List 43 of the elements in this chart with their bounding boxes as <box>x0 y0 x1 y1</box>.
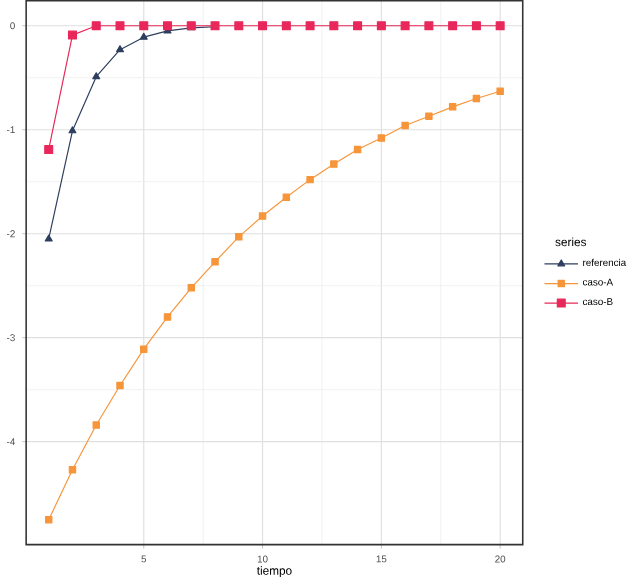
point <box>258 212 267 220</box>
point <box>115 21 125 31</box>
point <box>44 145 54 155</box>
point <box>140 345 148 354</box>
point <box>116 45 124 53</box>
point <box>353 21 363 31</box>
point <box>376 21 386 31</box>
point <box>163 313 172 321</box>
point <box>495 21 505 31</box>
point <box>163 21 173 31</box>
point <box>235 233 243 241</box>
point <box>258 21 268 31</box>
point <box>68 466 77 474</box>
point <box>139 21 149 31</box>
point <box>424 21 434 31</box>
point <box>330 160 338 168</box>
point <box>139 32 148 40</box>
point <box>401 121 409 130</box>
point <box>68 126 77 134</box>
point <box>92 421 100 429</box>
point <box>211 258 219 266</box>
point <box>400 21 410 31</box>
point <box>377 134 386 142</box>
point <box>329 21 339 31</box>
point <box>281 21 291 31</box>
point <box>496 87 504 96</box>
point <box>448 103 457 111</box>
point <box>92 72 101 80</box>
point <box>425 112 433 121</box>
point <box>44 516 53 524</box>
point <box>306 176 314 184</box>
point <box>67 30 77 40</box>
point <box>305 21 315 31</box>
point <box>234 21 244 31</box>
point <box>353 145 362 154</box>
point <box>116 381 124 390</box>
point <box>187 284 196 292</box>
point <box>44 234 53 242</box>
point <box>91 21 101 31</box>
point <box>282 193 291 202</box>
point <box>448 21 458 31</box>
point <box>472 94 481 103</box>
point <box>471 21 481 31</box>
